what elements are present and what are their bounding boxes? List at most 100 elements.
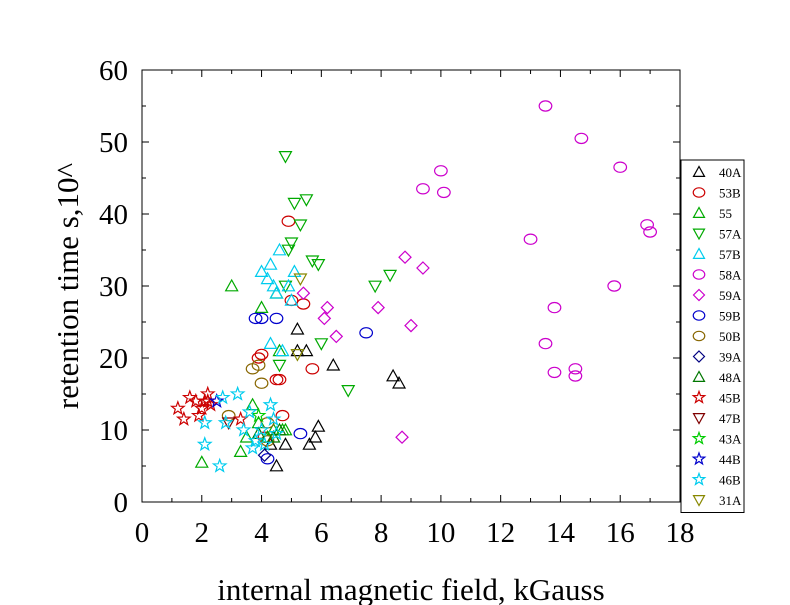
data-point-57A [305,255,320,269]
legend-marker-43A [691,430,707,445]
data-point-58A [568,363,583,375]
data-point-46B [265,410,282,426]
legend-label-55: 55 [719,206,732,221]
data-point-46B [229,385,246,401]
legend-marker-48A [692,370,706,382]
data-point-40A [290,321,305,335]
y-tick-label: 40 [99,199,128,231]
data-point-45B [190,407,207,423]
data-point-58A [607,280,622,292]
y-tick-label: 10 [99,415,128,447]
data-point-57A [287,197,302,211]
data-point-45B [181,389,198,405]
legend-label-47B: 47B [719,411,741,426]
data-point-45B [199,385,216,401]
data-point-45B [202,396,219,412]
data-point-46B [253,421,270,437]
data-point-58A [613,161,628,173]
data-point-46B [217,414,234,430]
data-point-46B [196,414,213,430]
data-point-53B [269,373,284,386]
legend-label-46B: 46B [719,473,741,488]
data-point-40A [326,357,341,371]
data-point-55 [194,455,209,468]
x-tick-label: 14 [546,517,576,549]
data-point-57B [260,271,275,285]
data-point-57B [263,257,278,270]
data-point-40A [302,437,317,450]
legend-marker-50B [692,330,706,342]
data-point-46B [196,436,213,452]
data-point-57A [299,194,314,207]
legend-marker-59B [692,310,706,321]
data-point-47B [221,417,236,431]
x-tick-label: 8 [374,517,389,549]
y-tick-label: 30 [99,271,128,303]
legend-box [680,159,745,513]
data-point-53B [284,294,299,307]
legend-marker-47B [692,413,706,425]
x-tick-label: 16 [606,517,635,549]
data-point-45B [232,410,249,426]
data-point-59A [317,311,332,326]
data-point-46B [235,421,252,437]
data-point-58A [523,233,538,245]
legend-label-48A: 48A [719,370,742,385]
y-tick-label: 20 [99,343,128,375]
data-point-57A [284,237,299,251]
data-point-57A [293,219,308,233]
legend-label-43A: 43A [719,432,742,447]
data-point-57A [383,269,398,283]
data-point-40A [386,368,401,382]
plot-frame [141,69,681,503]
legend-label-44B: 44B [719,452,741,467]
legend-marker-59A [692,288,706,302]
x-tick-label: 18 [666,517,695,549]
legend-marker-57B [692,247,706,259]
y-tick-label: 60 [99,55,128,87]
legend-label-59A: 59A [719,288,742,303]
data-point-57A [314,338,329,351]
y-tick-label: 50 [99,127,128,159]
data-point-46B [241,403,258,419]
data-point-58A [433,165,448,177]
data-point-46B [244,439,261,455]
legend-label-57A: 57A [719,227,742,242]
data-point-50B [245,363,260,375]
data-point-46B [214,389,231,405]
legend-label-58A: 58A [719,268,742,283]
data-point-53B [254,348,269,361]
legend-label-39A: 39A [719,350,742,365]
data-point-57B [281,278,296,292]
data-point-44B [208,392,225,408]
data-point-53B [296,298,311,310]
data-point-31A [290,349,305,362]
data-point-59A [320,300,335,315]
x-tick-label: 2 [195,517,210,549]
data-point-57A [272,359,287,373]
data-point-45B [175,410,192,426]
data-point-58A [547,366,562,379]
data-point-58A [436,186,451,199]
data-point-45B [193,400,210,416]
legend: 40A 53B 55 57A 57B 58A 59A 59B 50B 39A 48A 45B 47B 43… [680,159,745,513]
x-tick-label: 4 [254,517,269,549]
data-point-57B [254,264,269,277]
data-point-40A [278,437,293,450]
data-point-59B [260,453,275,465]
x-tick-label: 12 [486,517,515,549]
legend-label-45B: 45B [719,391,741,406]
data-point-46B [247,432,264,448]
data-point-46B [256,436,273,452]
data-point-39A [257,448,272,463]
data-point-31A [293,273,308,287]
y-axis-label: retention time s,10^ [50,162,85,409]
data-point-59B [254,312,269,325]
data-point-55 [233,444,248,457]
axes: 0 2 4 6 8 10 12 14 16 18 0 10 20 30 40 50 60 [99,55,695,549]
data-point-58A [643,226,658,238]
data-point-53B [272,373,287,386]
data-point-59B [359,327,374,339]
data-point-46B [262,396,279,412]
